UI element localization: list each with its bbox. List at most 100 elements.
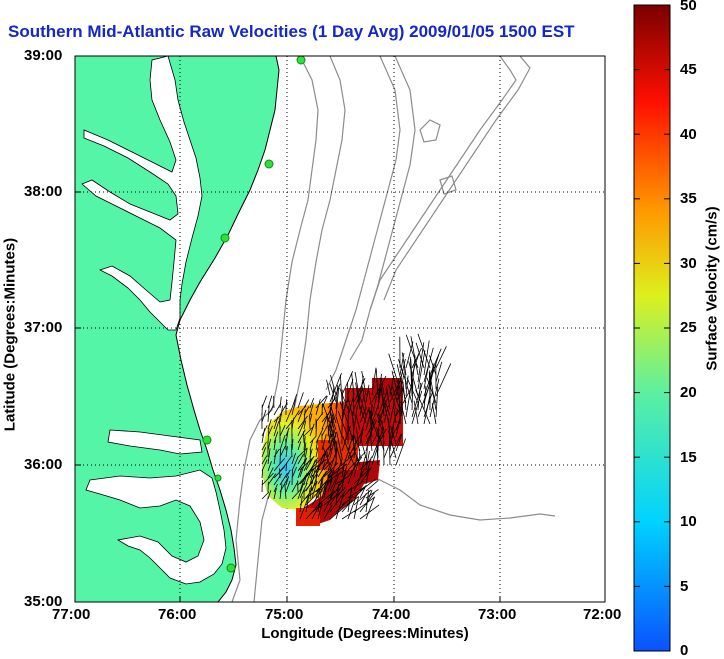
radar-stations	[202, 56, 306, 573]
grid	[75, 56, 605, 602]
velocity-vector	[273, 416, 279, 430]
velocity-vector	[375, 368, 379, 396]
velocity-vector	[326, 379, 331, 396]
map-title: Southern Mid-Atlantic Raw Velocities (1 …	[8, 22, 575, 41]
velocity-vector	[365, 418, 376, 438]
velocity-vector	[309, 439, 314, 451]
velocity-vector	[395, 438, 406, 466]
velocity-vector	[339, 387, 349, 410]
velocity-vector	[309, 449, 311, 465]
velocity-vector	[273, 439, 276, 451]
velocity-vector	[429, 348, 442, 376]
velocity-vector	[309, 435, 317, 444]
velocity-vector	[261, 459, 268, 472]
velocity-vector	[371, 367, 377, 396]
velocity-vector	[311, 500, 323, 520]
velocity-vector	[315, 447, 319, 458]
velocity-vector	[347, 433, 362, 459]
velocity-vector	[329, 386, 335, 417]
velocity-vector	[311, 481, 318, 499]
pamlico-sound	[85, 469, 227, 585]
velocity-vector	[357, 399, 367, 424]
velocity-vector	[329, 484, 343, 506]
velocity-vector	[291, 466, 297, 479]
velocity-vector	[321, 449, 328, 465]
velocity-vector	[284, 484, 287, 500]
station-marker	[296, 56, 306, 65]
velocity-vector	[303, 442, 307, 458]
velocity-vector	[267, 461, 272, 472]
velocity-vector	[377, 405, 385, 431]
velocity-vector	[285, 462, 287, 472]
velocity-vector	[359, 466, 372, 485]
velocity-vector	[365, 479, 379, 492]
velocity-vector	[353, 438, 357, 459]
velocity-vector	[354, 371, 361, 403]
velocity-vector	[267, 419, 272, 430]
velocity-vector	[376, 440, 379, 459]
velocity-vector	[329, 461, 336, 485]
velocity-vector	[415, 342, 425, 369]
velocity-vector	[273, 483, 278, 493]
y-tick-label: 39:00	[24, 47, 63, 64]
velocity-vector	[315, 399, 321, 416]
station-marker	[202, 435, 212, 445]
velocity-vector	[398, 359, 407, 383]
velocity-vector	[335, 385, 338, 410]
velocity-vector	[322, 403, 331, 424]
velocity-vector	[299, 456, 315, 471]
velocity-vector	[285, 475, 289, 486]
velocity-vector	[327, 423, 331, 437]
velocity-vector	[317, 502, 323, 520]
velocity-vector	[273, 448, 280, 458]
colorbar-tick-label: 50	[680, 0, 697, 14]
colorbar-label: Surface Velocity (cm/s)	[703, 206, 721, 371]
velocity-vector	[297, 429, 306, 444]
velocity-vector	[297, 415, 308, 430]
velocity-vector	[347, 447, 357, 466]
y-tick-label: 37:00	[24, 319, 63, 336]
plot-frame	[74, 55, 606, 603]
velocity-vector	[305, 489, 319, 499]
velocity-vector	[309, 402, 314, 416]
velocity-vector	[285, 421, 293, 430]
velocity-vector	[290, 443, 293, 458]
velocity-vector	[297, 408, 304, 423]
velocity-vector	[327, 448, 332, 458]
chesapeake-bay	[81, 56, 203, 331]
velocity-vector	[376, 445, 379, 466]
velocity-vector	[326, 413, 331, 445]
velocity-vector	[261, 395, 267, 409]
velocity-vector	[341, 389, 344, 410]
velocity-vector	[299, 496, 303, 513]
velocity-vector	[309, 398, 315, 409]
velocity-vector	[359, 504, 380, 520]
velocity-vector	[400, 401, 407, 425]
velocity-vector	[411, 381, 414, 411]
velocity-vector	[431, 402, 437, 425]
velocity-vector	[261, 455, 268, 465]
velocity-vector	[335, 441, 338, 466]
velocity-vector	[353, 468, 365, 492]
velocity-vector	[279, 424, 286, 437]
velocity-vector	[377, 388, 381, 410]
velocity-vector	[388, 435, 391, 466]
velocity-vector	[309, 423, 315, 437]
velocity-vector	[371, 396, 377, 417]
velocity-vector	[309, 464, 316, 472]
y-axis-label: Latitude (Degrees:Minutes)	[1, 237, 19, 432]
velocity-vector	[321, 417, 328, 430]
y-tick-label: 35:00	[24, 593, 63, 610]
velocity-vector	[323, 490, 335, 513]
velocity-vector	[267, 467, 274, 479]
velocity-vector	[377, 373, 382, 403]
velocity-vector	[321, 434, 327, 451]
velocity-vector	[291, 469, 293, 486]
velocity-vector	[303, 436, 306, 451]
x-axis-label: Longitude (Degrees:Minutes)	[261, 625, 469, 642]
velocity-vector	[303, 426, 314, 437]
station-marker	[220, 233, 230, 243]
velocity-vector	[279, 472, 288, 486]
velocity-vector	[303, 420, 307, 430]
